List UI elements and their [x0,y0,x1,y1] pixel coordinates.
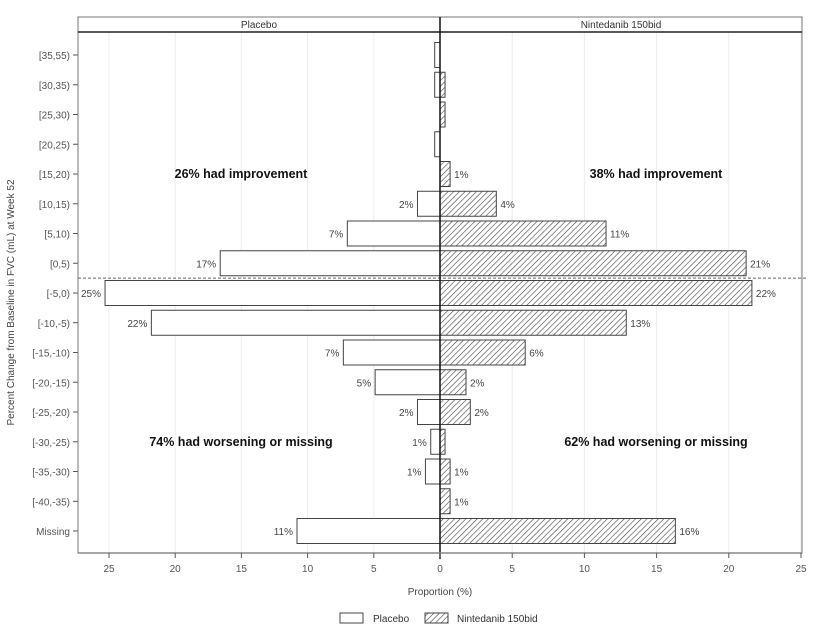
y-tick-label: [0,5) [50,259,70,270]
data-label-nintedanib: 16% [679,527,699,538]
x-tick-label-placebo: 15 [236,564,248,575]
bar-placebo [416,190,441,217]
bar-placebo [434,71,441,98]
labels: [35,55) [30,35) [25,30) [20,25) 1% [15,20) 2% 4… [6,20,807,625]
annotation-lower: 74% had worsening or missing [149,435,332,449]
bar-nintedanib [439,220,607,247]
data-label-placebo: 1% [407,468,422,479]
y-tick-label: [-15,-10) [32,349,70,360]
data-label-nintedanib: 1% [454,468,469,479]
y-tick-label: [30,35) [39,81,70,92]
data-label-nintedanib: 13% [630,319,650,330]
bar-placebo [346,220,441,247]
plot-frame [73,16,808,624]
data-label-placebo: 5% [357,378,372,389]
data-label-nintedanib: 1% [454,170,469,181]
x-tick-label-placebo: 25 [103,564,115,575]
data-label-nintedanib: 4% [500,200,515,211]
panel-title-placebo: Placebo [241,20,278,31]
bar-placebo [342,339,441,366]
y-tick-label: [-5,0) [47,289,70,300]
x-tick-label-nintedanib: 5 [509,564,515,575]
legend-swatch-nintedanib [424,612,449,624]
x-tick-label-placebo: 10 [302,564,314,575]
bar-nintedanib [439,369,467,396]
annotation-upper: 38% had improvement [590,167,724,181]
bar-placebo [296,518,441,544]
x-tick-label-placebo: 20 [170,564,182,575]
bar-nintedanib [439,280,753,306]
bar-placebo [104,280,441,306]
bar-nintedanib [439,399,471,425]
x-tick-label-nintedanib: 15 [651,564,663,575]
bar-nintedanib [439,101,446,128]
data-label-nintedanib: 6% [529,349,544,360]
bar-placebo [430,428,441,455]
data-label-placebo: 7% [325,349,340,360]
y-tick-label: [-20,-15) [32,378,70,389]
bar-nintedanib [439,161,451,187]
data-label-nintedanib: 21% [750,259,770,270]
bar-nintedanib [439,518,676,544]
panel-title-nintedanib: Nintedanib 150bid [581,20,662,31]
legend-swatch-placebo [339,612,364,624]
bar-placebo [150,309,441,336]
y-tick-label: [10,15) [39,200,70,211]
bar-placebo [374,369,441,396]
bar-nintedanib [439,250,747,277]
bar-placebo [434,131,441,158]
y-tick-label: [-40,-35) [32,497,70,508]
x-tick-label-placebo: 5 [371,564,377,575]
data-label-nintedanib: 1% [454,497,469,508]
y-tick-label: [5,10) [44,230,70,241]
y-tick-label: [-25,-20) [32,408,70,419]
x-tick-label-nintedanib: 20 [723,564,735,575]
bar-nintedanib [439,458,451,485]
data-label-placebo: 25% [81,289,101,300]
data-label-placebo: 7% [329,230,344,241]
data-label-placebo: 11% [274,527,293,538]
annotation-upper: 26% had improvement [175,167,309,181]
y-tick-label: [-35,-30) [32,468,70,479]
x-tick-label-nintedanib: 25 [795,564,807,575]
legend-label-placebo: Placebo [373,614,410,625]
bar-placebo [416,399,441,425]
data-label-placebo: 2% [399,200,414,211]
bar-nintedanib [439,339,526,366]
bars [104,42,753,544]
data-label-placebo: 1% [412,438,427,449]
y-tick-label: [-10,-5) [38,319,70,330]
x-tick-label-nintedanib: 10 [579,564,591,575]
data-label-nintedanib: 2% [470,378,485,389]
bar-nintedanib [439,309,627,336]
data-label-placebo: 2% [399,408,414,419]
bar-nintedanib [439,190,497,217]
y-axis-title: Percent Change from Baseline in FVC (mL)… [6,179,17,425]
y-tick-label: [20,25) [39,140,70,151]
legend-label-nintedanib: Nintedanib 150bid [457,614,538,625]
data-label-nintedanib: 2% [474,408,489,419]
data-label-placebo: 22% [127,319,147,330]
data-label-placebo: 17% [196,259,216,270]
bar-placebo [219,250,441,277]
y-tick-label: [35,55) [39,51,70,62]
y-tick-label: [-30,-25) [32,438,70,449]
bar-nintedanib [439,488,451,515]
bar-nintedanib [439,428,446,455]
annotation-lower: 62% had worsening or missing [564,435,747,449]
y-tick-label: [15,20) [39,170,70,181]
bar-nintedanib [439,71,446,98]
data-label-nintedanib: 22% [756,289,776,300]
x-axis-title: Proportion (%) [408,587,472,598]
data-label-nintedanib: 11% [610,230,629,241]
bar-placebo [434,42,441,68]
y-tick-label: [25,30) [39,111,70,122]
x-tick-label-placebo: 0 [437,564,443,575]
y-tick-label: Missing [36,527,70,538]
bar-placebo [424,458,441,485]
